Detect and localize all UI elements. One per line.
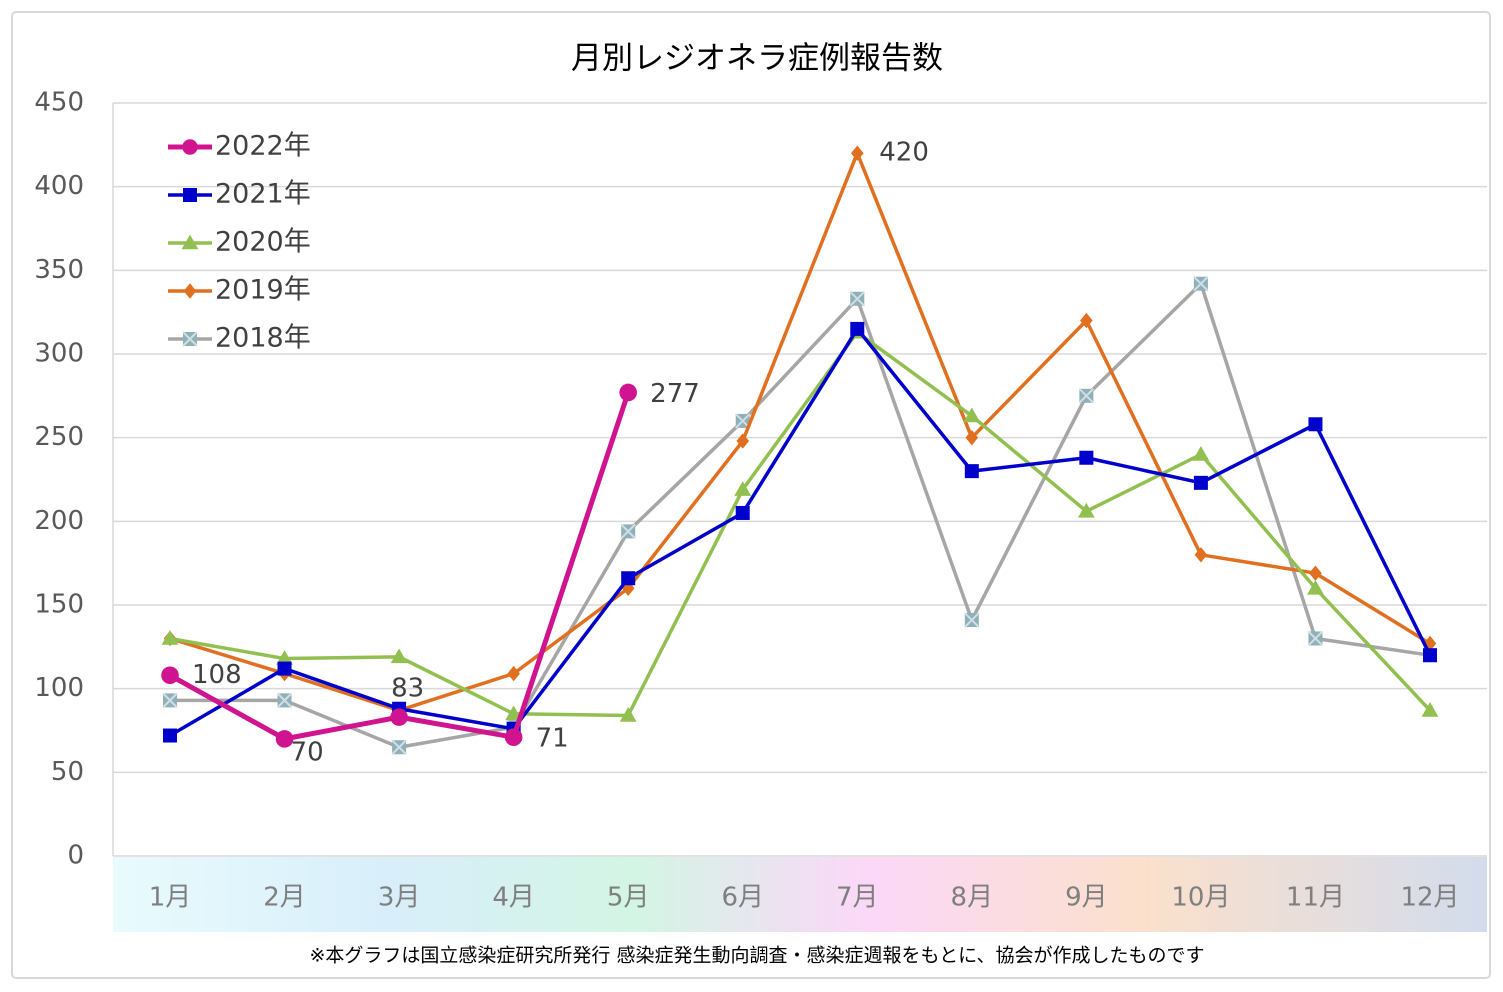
marker bbox=[390, 708, 408, 726]
marker bbox=[965, 429, 979, 446]
marker bbox=[736, 433, 750, 449]
marker bbox=[1192, 446, 1210, 461]
marker bbox=[1308, 417, 1323, 432]
marker bbox=[504, 728, 523, 746]
data-label: 420 bbox=[879, 138, 929, 168]
marker bbox=[1309, 565, 1322, 581]
marker bbox=[183, 188, 197, 202]
y-tick-label: 100 bbox=[34, 673, 84, 703]
y-tick-label: 450 bbox=[34, 88, 84, 118]
marker bbox=[161, 666, 179, 685]
marker bbox=[163, 728, 177, 743]
marker bbox=[505, 705, 523, 721]
marker bbox=[390, 648, 408, 664]
legend-label: 2021年 bbox=[215, 179, 311, 210]
footnote: ※本グラフは国立感染症研究所発行 感染症発生動向調査・感染症週報をもとに、協会が… bbox=[309, 945, 1204, 967]
marker bbox=[619, 383, 637, 402]
marker bbox=[1077, 502, 1095, 518]
marker bbox=[276, 650, 293, 665]
marker bbox=[1080, 312, 1093, 329]
y-tick-label: 400 bbox=[34, 171, 84, 201]
marker bbox=[181, 234, 199, 250]
marker-cross bbox=[964, 612, 980, 628]
y-tick-label: 150 bbox=[34, 590, 84, 620]
marker bbox=[734, 481, 752, 496]
x-tick-label: 8月 bbox=[951, 883, 994, 913]
chart-border bbox=[11, 11, 1491, 979]
series-line bbox=[169, 151, 1431, 713]
x-tick-label: 2月 bbox=[263, 883, 306, 913]
marker bbox=[735, 505, 750, 520]
y-tick-label: 200 bbox=[34, 506, 84, 536]
series-line bbox=[170, 281, 1431, 749]
series-line bbox=[169, 330, 1432, 718]
x-tick-label: 6月 bbox=[721, 883, 764, 913]
data-label: 277 bbox=[650, 379, 700, 409]
marker-cross bbox=[276, 692, 293, 709]
marker bbox=[277, 661, 292, 676]
marker-cross bbox=[1193, 276, 1209, 292]
x-tick-label: 11月 bbox=[1286, 883, 1345, 913]
marker bbox=[963, 407, 981, 423]
x-tick-label: 5月 bbox=[607, 883, 650, 913]
marker bbox=[619, 707, 637, 722]
marker bbox=[621, 571, 636, 586]
y-tick-label: 0 bbox=[67, 841, 84, 871]
x-tick-label: 7月 bbox=[836, 883, 879, 913]
data-label: 83 bbox=[391, 674, 424, 704]
chart-title: 月別レジオネラ症例報告数 bbox=[571, 41, 943, 77]
marker bbox=[1193, 475, 1208, 490]
legend-label: 2022年 bbox=[215, 131, 311, 162]
marker-cross bbox=[1307, 630, 1324, 647]
marker bbox=[964, 464, 979, 479]
marker bbox=[182, 139, 198, 155]
x-tick-label: 10月 bbox=[1171, 883, 1230, 913]
marker bbox=[850, 145, 864, 161]
legend-label: 2020年 bbox=[215, 227, 311, 258]
y-tick-label: 50 bbox=[51, 757, 84, 787]
y-tick-label: 300 bbox=[34, 339, 84, 369]
marker bbox=[161, 630, 179, 645]
legend-label: 2019年 bbox=[215, 275, 311, 306]
y-tick-label: 350 bbox=[34, 255, 84, 285]
data-label: 71 bbox=[536, 724, 569, 754]
marker-cross bbox=[1078, 388, 1095, 404]
marker-cross bbox=[182, 331, 198, 347]
x-tick-label: 3月 bbox=[378, 883, 421, 913]
data-label: 108 bbox=[192, 660, 242, 690]
marker-cross bbox=[391, 739, 407, 755]
x-tick-label: 1月 bbox=[149, 883, 192, 913]
marker-cross bbox=[620, 523, 636, 540]
marker bbox=[1421, 702, 1439, 717]
category-band bbox=[113, 857, 1487, 932]
marker bbox=[507, 665, 520, 682]
marker-cross bbox=[849, 291, 865, 307]
marker bbox=[183, 283, 197, 299]
legend-label: 2018年 bbox=[215, 323, 311, 354]
marker bbox=[1079, 450, 1094, 465]
y-tick-label: 250 bbox=[34, 422, 84, 452]
marker bbox=[1423, 648, 1437, 663]
x-tick-label: 4月 bbox=[492, 883, 535, 913]
series-line bbox=[169, 327, 1432, 738]
marker bbox=[1307, 579, 1324, 595]
x-tick-label: 9月 bbox=[1065, 883, 1108, 913]
marker-cross bbox=[162, 692, 178, 709]
marker bbox=[275, 730, 294, 748]
marker bbox=[850, 321, 865, 336]
data-label: 70 bbox=[291, 737, 324, 767]
x-tick-label: 12月 bbox=[1400, 883, 1459, 913]
marker bbox=[1194, 547, 1208, 563]
